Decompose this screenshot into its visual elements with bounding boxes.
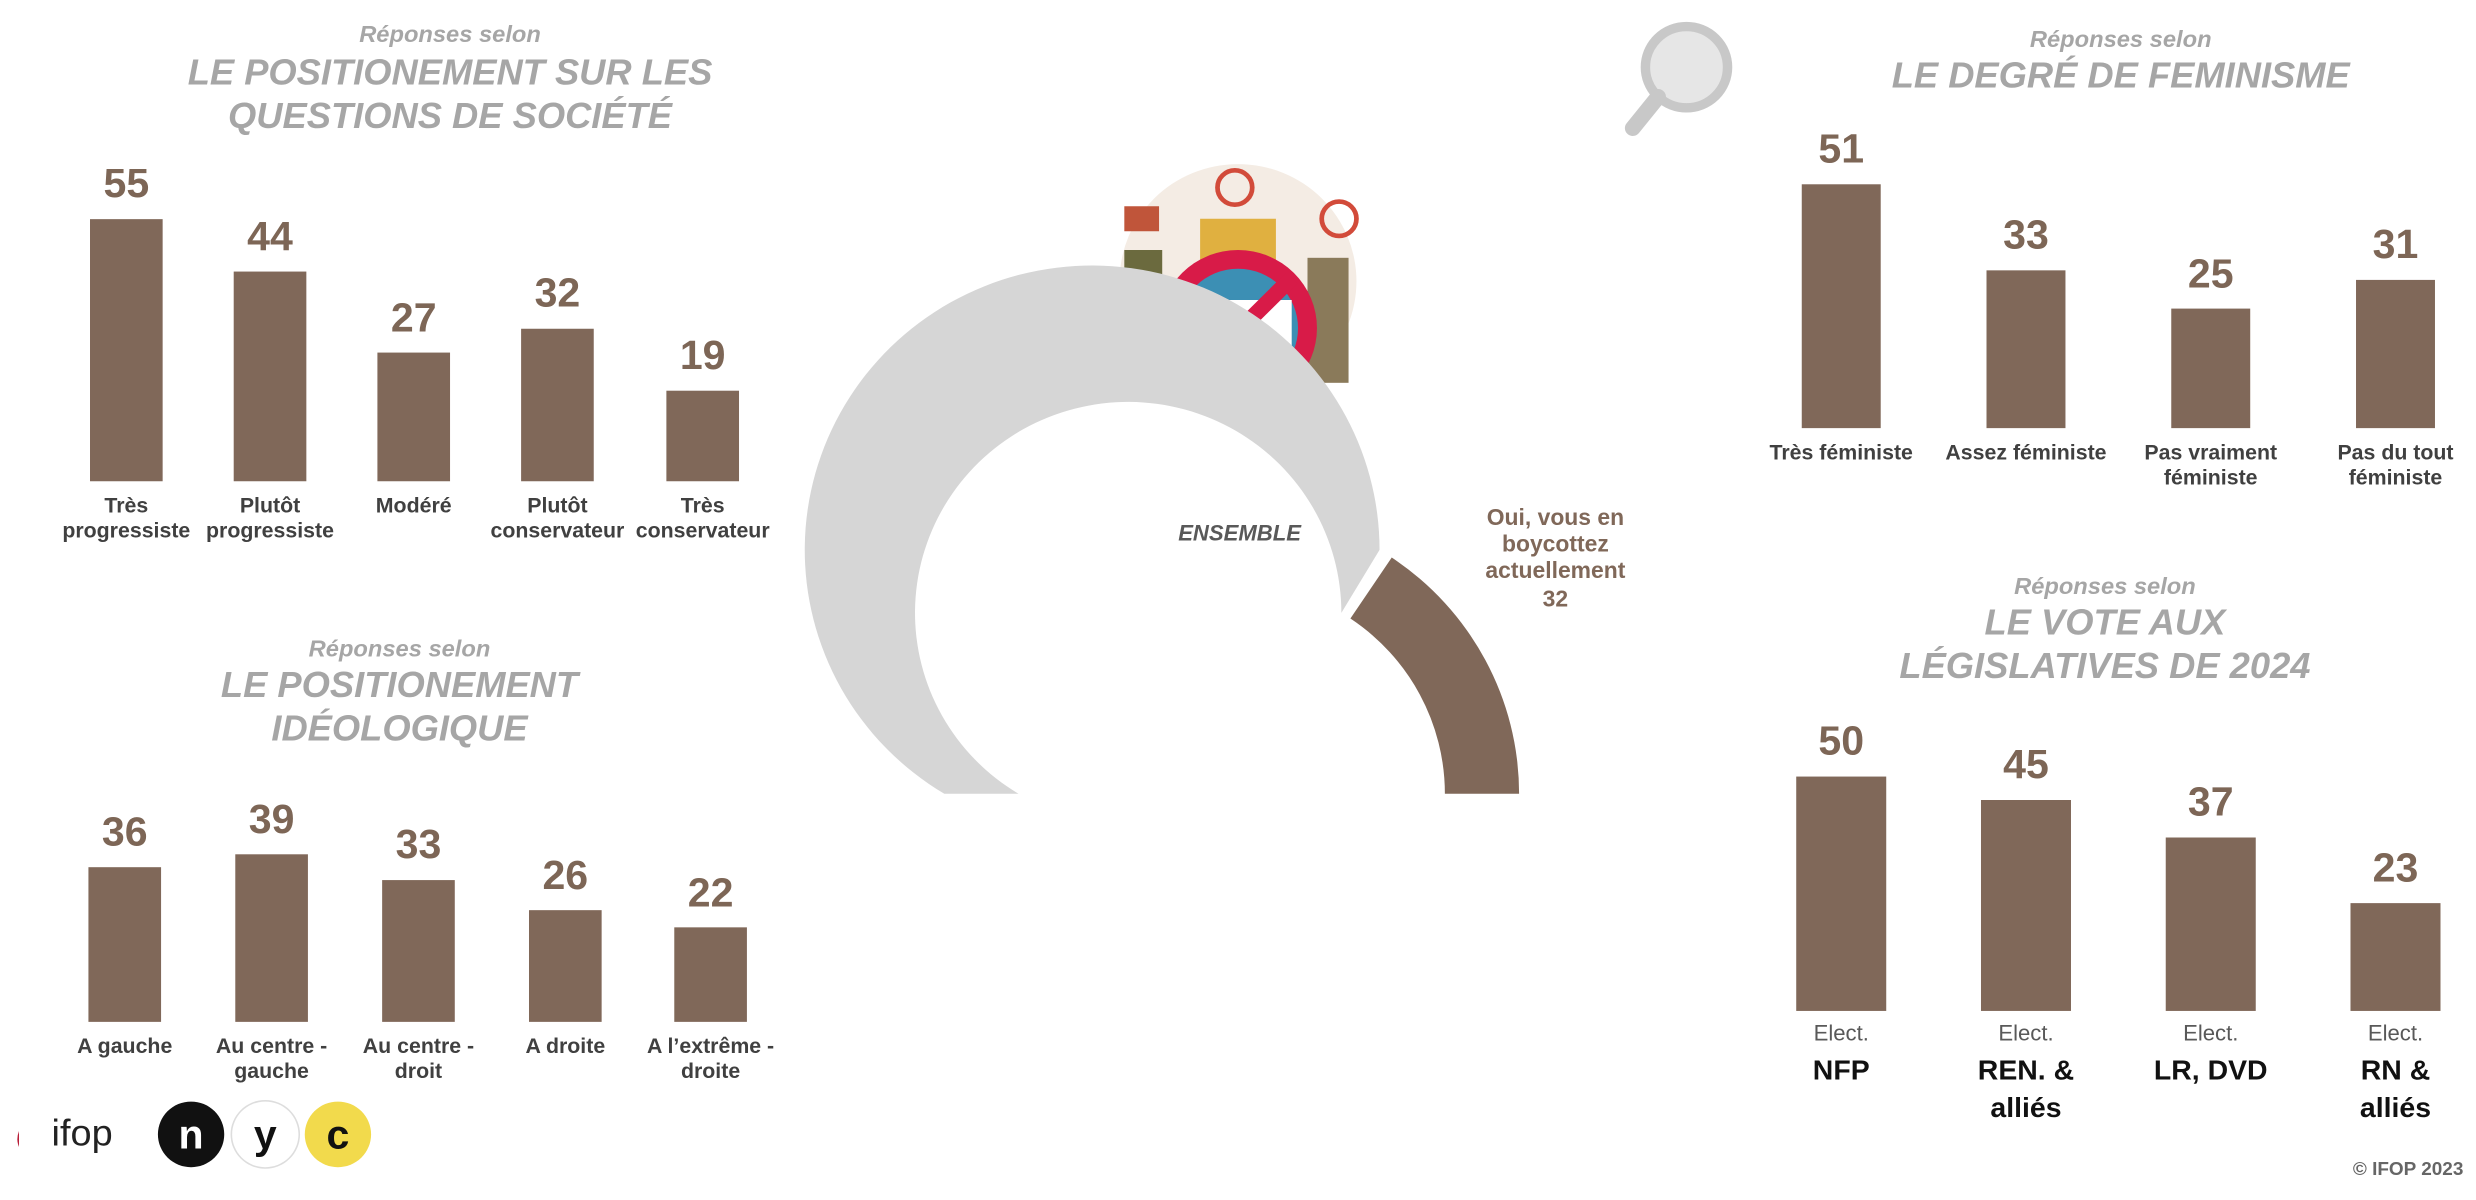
category-prefix: Elect. — [2367, 1020, 2424, 1046]
logo: y — [232, 1101, 299, 1168]
bar — [90, 219, 163, 482]
category-prefix: Elect. — [2183, 1020, 2239, 1046]
segment-label: Oui, vous en boycottez actuellement — [1485, 506, 1626, 585]
value-label: 25 — [2187, 249, 2234, 297]
magnifier-icon — [1624, 21, 1733, 136]
category-label: A droite — [525, 1034, 606, 1058]
copyright: © IFOP 2023 — [2352, 1157, 2464, 1180]
chart-title: LÉGISLATIVES DE 2024 — [1899, 645, 2311, 686]
category-label: NFP — [1812, 1054, 1870, 1086]
bar — [88, 867, 162, 1022]
donut-segment — [804, 265, 1380, 794]
chart-subtitle: Réponses selon — [359, 21, 541, 49]
category-prefix: Elect. — [1813, 1020, 1869, 1046]
value-label: 51 — [1818, 124, 1865, 172]
chart-title: LE VOTE AUX — [1984, 601, 2226, 643]
logo: n — [157, 1101, 225, 1168]
logo: c — [304, 1101, 372, 1168]
category-label: REN. & alliés — [1977, 1054, 2075, 1124]
bar — [2165, 837, 2256, 1011]
chart-title: LE POSITIONEMENT — [220, 664, 579, 705]
bar — [382, 880, 455, 1022]
value-label: 19 — [679, 331, 726, 379]
chart-title: LE DEGRÉ DE FEMINISME — [1891, 54, 2350, 96]
bar — [377, 352, 451, 482]
donut-segment — [1350, 557, 1520, 794]
category-label: Au centre - droit — [362, 1034, 475, 1083]
chart-title: LE POSITIONEMENT SUR LES — [187, 51, 713, 93]
chart-subtitle: Réponses selon — [2014, 573, 2196, 600]
value-label: 39 — [248, 794, 295, 842]
value-label: 55 — [103, 159, 150, 207]
bar — [2356, 279, 2435, 429]
category-label: Modéré — [375, 493, 452, 518]
donut-cap — [1157, 510, 1322, 555]
value-label: 32 — [534, 269, 581, 317]
value-label: 31 — [2372, 220, 2419, 268]
bar — [666, 390, 740, 482]
value-label: 33 — [2003, 210, 2049, 258]
bar — [2350, 903, 2441, 1011]
category-label: RN & alliés — [2359, 1054, 2432, 1124]
category-label: Assez féministe — [1945, 440, 2107, 465]
value-label: 33 — [395, 820, 442, 868]
donut-title: ENSEMBLE — [1178, 521, 1302, 546]
value-label: 37 — [2187, 778, 2234, 825]
bar — [1796, 776, 1887, 1011]
category-label: Très conservateur — [635, 493, 770, 543]
category-label: Au centre - gauche — [215, 1034, 328, 1083]
segment-value: 32 — [1542, 587, 1569, 613]
bar — [2171, 308, 2251, 429]
category-label: LR, DVD — [2153, 1054, 2268, 1086]
category-label: Pas du tout féministe — [2337, 440, 2454, 490]
category-label: A l’extrême - droite — [646, 1034, 775, 1083]
bar — [233, 271, 307, 482]
value-label: 45 — [2003, 740, 2049, 788]
value-label: 22 — [687, 867, 734, 915]
value-label: 23 — [2372, 843, 2419, 891]
chart-title: QUESTIONS DE SOCIÉTÉ — [228, 95, 673, 136]
bar — [1986, 270, 2066, 429]
logo: ifop — [18, 1101, 146, 1168]
bar — [521, 328, 594, 482]
chart-subtitle: Réponses selon — [308, 635, 491, 663]
category-label: Très progressiste — [62, 493, 191, 543]
chart-title: IDÉOLOGIQUE — [271, 707, 528, 749]
category-label: Pas vraiment féministe — [2144, 440, 2278, 490]
chart-subtitle: Réponses selon — [2029, 26, 2212, 54]
value-label: 36 — [101, 807, 148, 855]
value-label: 44 — [247, 212, 293, 260]
category-label: A gauche — [77, 1034, 173, 1058]
bar — [1801, 184, 1881, 429]
bar — [528, 910, 602, 1022]
value-label: 26 — [542, 850, 589, 898]
bar — [235, 854, 308, 1022]
value-label: 27 — [390, 293, 437, 341]
value-label: 50 — [1818, 717, 1865, 765]
bar — [1980, 800, 2071, 1011]
category-label: Plutôt conservateur — [490, 493, 625, 543]
bar — [674, 927, 747, 1022]
category-prefix: Elect. — [1998, 1020, 2054, 1046]
category-label: Très féministe — [1769, 440, 1913, 465]
category-label: Plutôt progressiste — [206, 493, 335, 543]
